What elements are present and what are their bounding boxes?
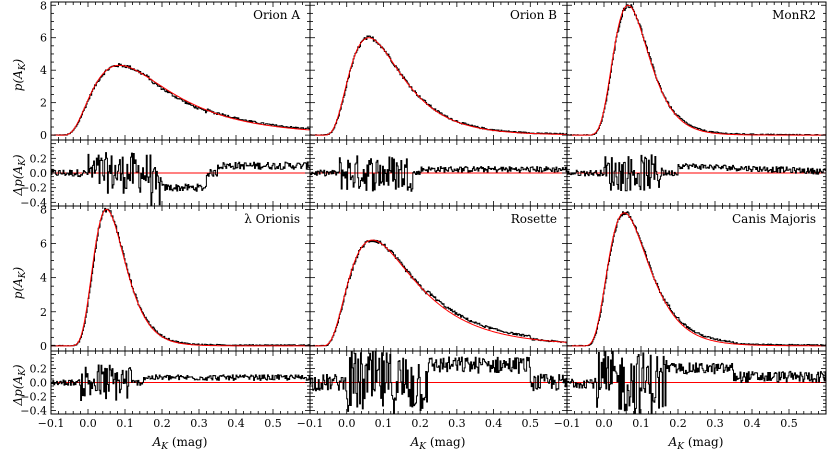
ytick-label: 4	[40, 64, 47, 77]
panel-title: Orion B	[510, 8, 557, 22]
xtick-label: −0.1	[38, 417, 65, 430]
model-curve	[567, 212, 826, 347]
xtick-label: 0.1	[375, 417, 393, 430]
panel-title: λ Orionis	[244, 212, 300, 226]
ytick-label: 6	[40, 238, 47, 251]
ytick-label-resid: 0.0	[30, 167, 48, 180]
model-curve	[567, 4, 826, 136]
residual-histogram	[310, 351, 567, 414]
xlabel-col1: AK (mag)	[152, 435, 208, 452]
ytick-label-resid: −0.2	[20, 391, 47, 404]
residual-histogram	[51, 152, 310, 206]
main-frame	[50, 205, 311, 352]
ytick-label: 6	[40, 32, 47, 45]
xtick-label: 0.1	[116, 417, 134, 430]
ytick-label-resid: 0.2	[30, 363, 48, 376]
xlabel-col2: AK (mag)	[410, 435, 466, 452]
xtick-label: 0.4	[227, 417, 245, 430]
xlabel-col3: AK (mag)	[668, 435, 724, 452]
ytick-label: 8	[40, 0, 47, 12]
panel-title: Canis Majoris	[732, 212, 816, 226]
xtick-label: 0.3	[448, 417, 466, 430]
main-frame	[309, 1, 568, 141]
residual-histogram	[567, 154, 826, 192]
xtick-label: 0.2	[153, 417, 171, 430]
panel-6: −0.1 0.0 0.1 0.2 0.3 0.4 0.5 Canis Majoris	[554, 205, 827, 430]
xtick-label: −0.1	[297, 417, 324, 430]
ylabel-bottom-row: p(AK)	[11, 266, 28, 299]
model-curve	[51, 64, 310, 136]
ytick-label: 0	[40, 129, 47, 142]
data-histogram	[51, 207, 310, 347]
model-curve	[310, 239, 567, 347]
xtick-label: 0.3	[190, 417, 208, 430]
ytick-label-resid: −0.4	[20, 405, 47, 418]
panel-3: MonR2	[566, 1, 827, 207]
residual-histogram	[310, 155, 567, 192]
xtick-label: 0.0	[338, 417, 356, 430]
ylabel-top-row: p(AK)	[11, 58, 28, 91]
data-histogram	[310, 35, 567, 136]
ytick-label-resid: 0.2	[30, 152, 48, 165]
ytick-label-resid: −0.4	[20, 196, 47, 209]
xtick-label: 0.3	[706, 417, 724, 430]
xtick-label: 0.0	[595, 417, 613, 430]
xtick-label: 0.2	[411, 417, 429, 430]
ytick-label: 2	[40, 97, 47, 110]
xtick-label: 0.4	[743, 417, 761, 430]
panel-1: 0 2 4 6 8 0.2 0.0 −0.2−0.4 Orion A	[20, 0, 311, 209]
ytick-label: 0	[40, 340, 47, 353]
panel-2: Orion B	[309, 1, 568, 207]
data-histogram	[567, 211, 826, 347]
data-histogram	[310, 239, 567, 347]
xtick-label: 0.1	[632, 417, 650, 430]
panel-title: Orion A	[253, 8, 300, 22]
panel-title: Rosette	[511, 212, 557, 226]
residual-histogram	[51, 364, 310, 401]
ytick-label: 8	[40, 203, 47, 216]
xtick-label: 0.5	[264, 417, 282, 430]
xtick-label: 0.0	[79, 417, 97, 430]
xtick-label: 0.2	[669, 417, 687, 430]
model-curve	[310, 37, 567, 136]
ytick-label-resid: 0.0	[30, 377, 48, 390]
xtick-label: 0.5	[780, 417, 798, 430]
data-histogram	[51, 63, 310, 136]
main-frame	[566, 1, 827, 141]
panel-title: MonR2	[772, 8, 816, 22]
data-histogram	[567, 4, 826, 136]
xtick-label: 0.4	[485, 417, 503, 430]
model-curve	[51, 208, 310, 347]
xtick-label: −0.1	[554, 417, 581, 430]
ytick-label-resid: −0.2	[20, 182, 47, 195]
main-frame	[50, 1, 311, 141]
ytick-label: 4	[40, 272, 47, 285]
xtick-label: 0.5	[522, 417, 540, 430]
residual-histogram	[567, 351, 826, 414]
panel-5: −0.1 0.0 0.1 0.2 0.3 0.4 0.5 Rosette	[297, 205, 568, 430]
ytick-label: 2	[40, 306, 47, 319]
